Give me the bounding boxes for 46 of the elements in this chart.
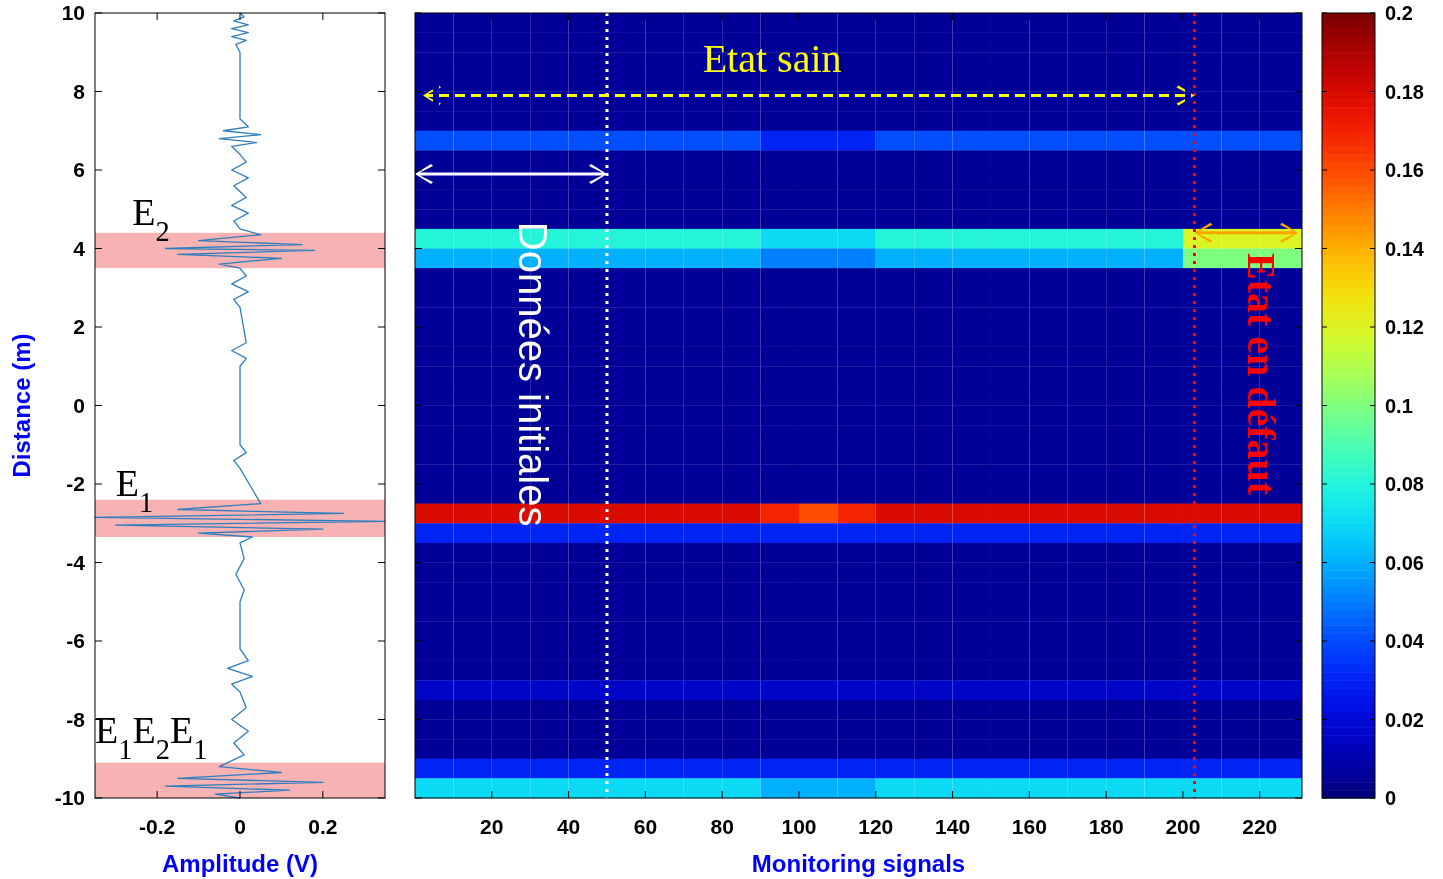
y-tick-label: -2 (66, 472, 85, 495)
annotation: Etat en défaut (1239, 252, 1285, 496)
x-tick-label: 200 (1165, 815, 1201, 838)
x-tick-label: 0 (234, 815, 246, 838)
color-bar-label: 0.06 (1385, 551, 1424, 574)
y-tick-label: 4 (73, 236, 86, 260)
annotation: E$_{2}$ (132, 190, 170, 247)
annotation: E$_{1}$E$_{2}$E$_{1}$ (95, 709, 208, 765)
color-bar-label: 0.2 (1385, 2, 1413, 24)
color-bar-label: 0.18 (1385, 80, 1424, 103)
color-bar-label: 0.14 (1385, 237, 1425, 260)
x-tick-label: 20 (480, 815, 504, 838)
y-tick-label: 0 (73, 393, 85, 417)
y-tick-label: 8 (73, 79, 86, 103)
color-bar-label: 0.1 (1385, 394, 1413, 417)
y-tick-label: 6 (73, 158, 85, 181)
x-tick-label: 80 (710, 815, 734, 838)
line-series (94, 12, 386, 799)
x-tick-label: 100 (781, 815, 817, 838)
annotation: E$_{1}$ (115, 461, 154, 518)
x-tick-label: 160 (1011, 815, 1047, 838)
x-tick-label: 120 (858, 815, 894, 838)
x-axis-title: Amplitude (V) (162, 850, 318, 877)
color-bar-label: 0.08 (1385, 473, 1424, 495)
y-tick-label: -4 (66, 550, 86, 574)
x-tick-label: 140 (935, 815, 971, 838)
x-tick-label: 60 (633, 815, 658, 838)
color-bar-label: 0.12 (1385, 316, 1424, 338)
color-bar-label: 0.16 (1385, 159, 1424, 181)
annotation: Etat sain (702, 35, 842, 81)
x-tick-label: 0.2 (308, 815, 338, 838)
annotation: Données initiales (510, 221, 555, 527)
x-tick-label: -0.2 (139, 815, 176, 838)
y-tick-label: 10 (61, 1, 85, 24)
x-axis-title: Monitoring signals (751, 850, 966, 877)
x-tick-label: 40 (556, 815, 581, 838)
y-tick-label: 2 (73, 315, 85, 338)
y-tick-label: -10 (54, 786, 85, 809)
x-tick-label: 180 (1088, 815, 1124, 838)
color-bar-label: 0.02 (1385, 708, 1424, 731)
color-bar-label: 0.04 (1385, 630, 1425, 652)
y-tick-label: -6 (66, 629, 85, 652)
y-tick-label: -8 (66, 707, 86, 731)
y-axis-title: Distance (m) (8, 333, 35, 478)
color-bar-label: 0 (1385, 787, 1397, 809)
x-tick-label: 220 (1242, 815, 1278, 838)
